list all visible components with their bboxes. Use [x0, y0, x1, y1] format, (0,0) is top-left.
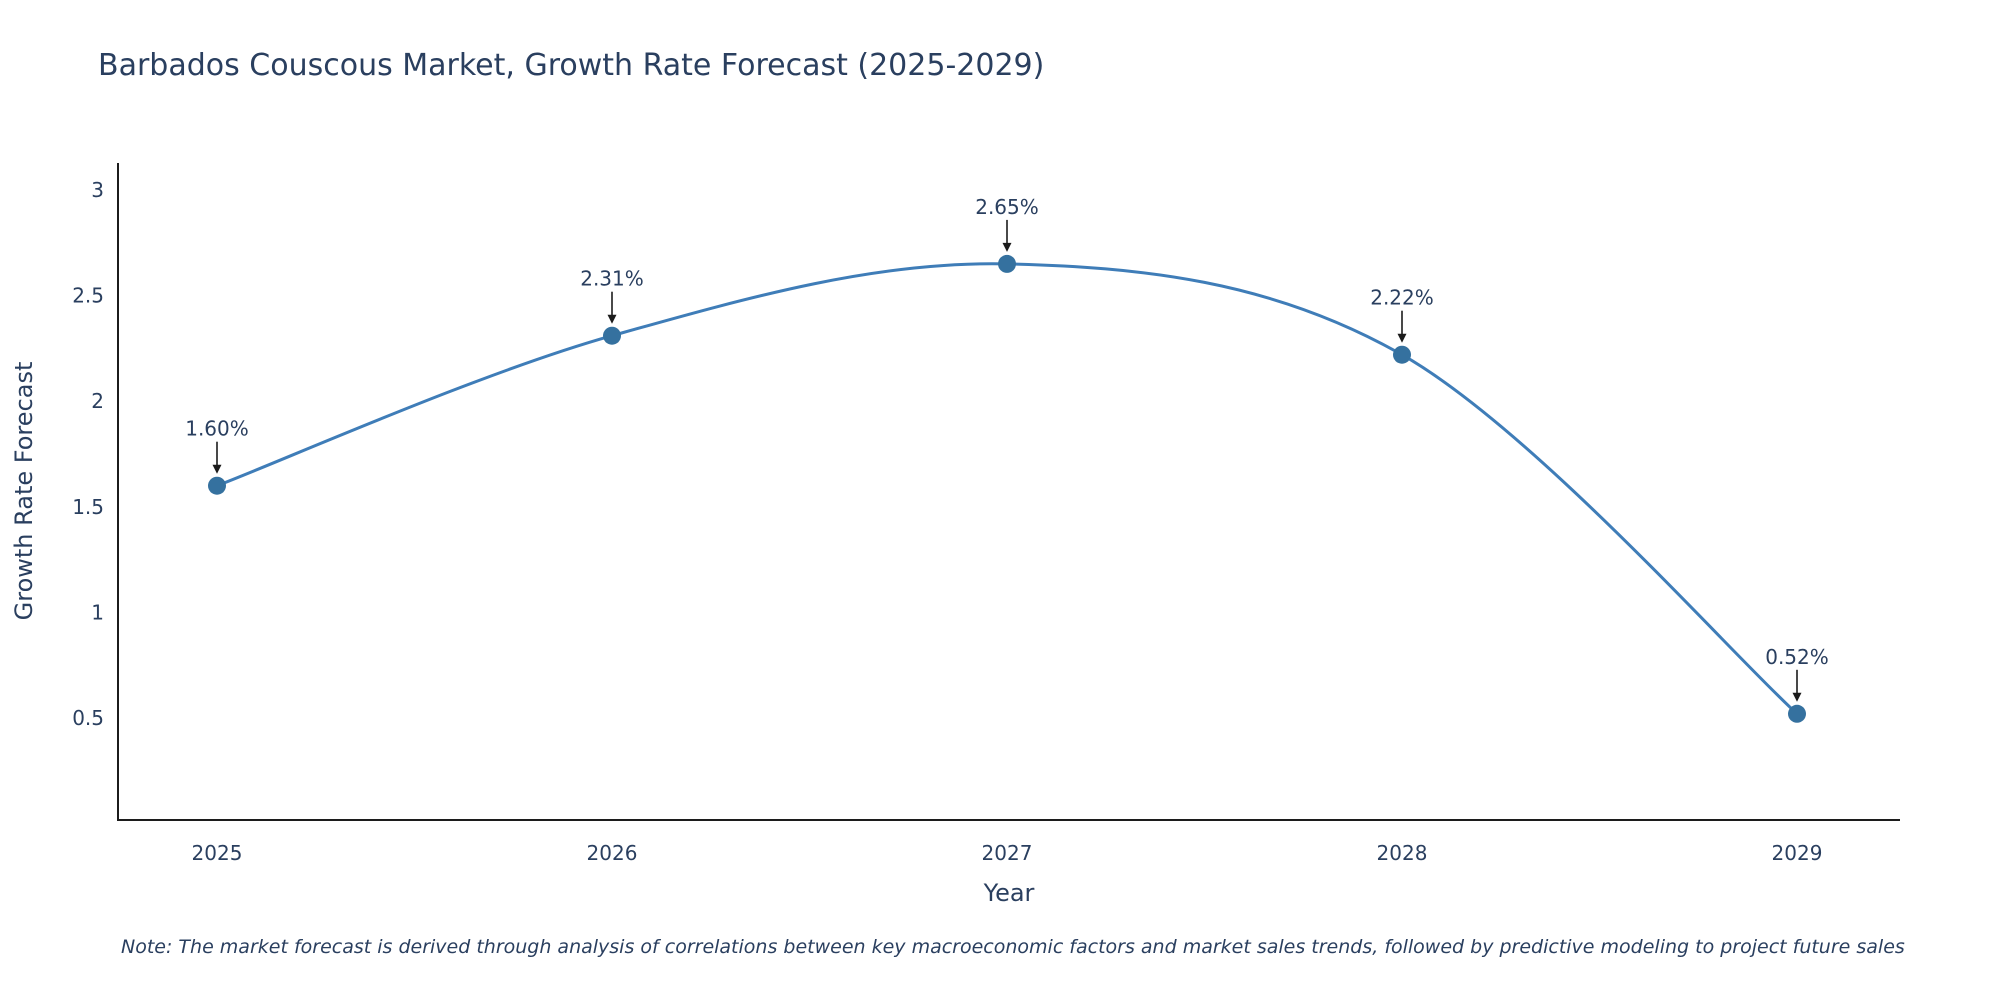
- x-tick-label: 2025: [192, 841, 243, 865]
- series-line: [216, 262, 1799, 715]
- x-tick-label: 2026: [587, 841, 638, 865]
- y-tick-label: 3: [91, 178, 104, 202]
- annotation-arrowhead: [1792, 692, 1802, 702]
- data-point[interactable]: [1393, 345, 1411, 364]
- data-label: 1.60%: [185, 417, 249, 441]
- x-tick-label: 2028: [1377, 841, 1428, 865]
- x-tick-label: 2029: [1772, 841, 1823, 865]
- annotation-arrowhead: [212, 464, 222, 474]
- y-tick-label: 1.5: [72, 495, 104, 519]
- data-point[interactable]: [998, 254, 1016, 273]
- data-point[interactable]: [208, 476, 226, 495]
- data-label: 0.52%: [1765, 645, 1829, 669]
- chart-title: Barbados Couscous Market, Growth Rate Fo…: [98, 48, 1045, 83]
- line-series: [208, 254, 1806, 723]
- annotation-arrowhead: [607, 314, 617, 324]
- x-tick-label: 2027: [982, 841, 1033, 865]
- data-label: 2.31%: [580, 267, 644, 291]
- y-tick-label: 2: [91, 389, 104, 413]
- data-label: 2.22%: [1370, 286, 1434, 310]
- annotations: 1.60% 2.31% 2.65% 2.22% 0.52%: [185, 195, 1829, 702]
- data-point[interactable]: [1788, 704, 1806, 723]
- annotation-arrowhead: [1397, 333, 1407, 343]
- y-tick-label: 0.5: [72, 706, 104, 730]
- footnote: Note: The market forecast is derived thr…: [121, 936, 1905, 958]
- data-label: 2.65%: [975, 195, 1039, 219]
- y-tick-label: 2.5: [72, 284, 104, 308]
- data-point[interactable]: [603, 326, 621, 345]
- y-axis-title: Growth Rate Forecast: [10, 362, 38, 621]
- y-tick-label: 1: [91, 600, 104, 624]
- axis-lines: [117, 163, 1900, 821]
- axes: [117, 163, 1900, 821]
- x-axis-title: Year: [983, 879, 1035, 907]
- annotation-arrowhead: [1002, 242, 1012, 252]
- tick-labels: 0.5 1 1.5 2 2.5 3 2025 2026 2027 2028 2029: [72, 178, 1822, 865]
